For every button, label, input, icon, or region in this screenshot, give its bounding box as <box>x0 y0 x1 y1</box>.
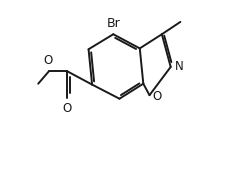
Text: O: O <box>152 90 161 103</box>
Text: N: N <box>175 60 183 73</box>
Text: O: O <box>43 54 53 67</box>
Text: Br: Br <box>107 17 120 30</box>
Text: O: O <box>63 102 72 115</box>
